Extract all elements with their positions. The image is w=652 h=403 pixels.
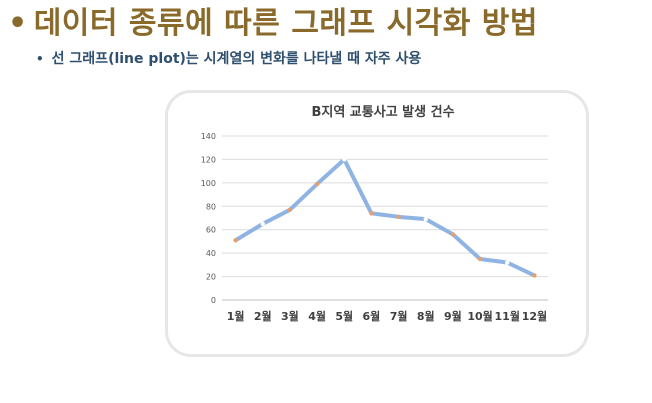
slide-subtitle: • 선 그래프(line plot)는 시계열의 변화를 나타낼 때 자주 사용: [36, 48, 421, 70]
title-text: 데이터 종류에 따른 그래프 시각화 방법: [33, 6, 539, 41]
data-point: [505, 260, 510, 265]
line-chart-card: [165, 90, 589, 357]
y-tick-label: 60: [206, 226, 216, 235]
y-axis-ticks: 0 20 40 60 80 100 120 140: [201, 132, 216, 305]
data-point: [369, 211, 374, 216]
x-axis-ticks: 1월 2월 3월 4월 5월 6월 7월 8월 9월 10월 11월 12월: [227, 309, 547, 323]
data-point: [423, 216, 428, 222]
x-tick-label: 11월: [495, 309, 520, 323]
y-tick-label: 80: [206, 202, 216, 211]
data-point: [233, 238, 238, 243]
data-point: [314, 181, 320, 187]
x-tick-label: 1월: [227, 309, 245, 323]
x-tick-label: 9월: [444, 309, 462, 323]
x-tick-label: 6월: [363, 309, 381, 323]
y-tick-label: 0: [211, 296, 216, 305]
y-tick-label: 40: [206, 249, 216, 258]
chart-gridlines: [222, 135, 548, 301]
x-tick-label: 7월: [390, 309, 408, 323]
x-tick-label: 3월: [281, 309, 299, 323]
slide-title: • 데이터 종류에 따른 그래프 시각화 방법: [8, 4, 538, 44]
x-tick-label: 8월: [417, 309, 435, 323]
data-point: [260, 221, 265, 227]
title-bullet: •: [8, 6, 28, 41]
y-tick-label: 100: [201, 179, 216, 188]
chart-plot-area: [233, 157, 537, 278]
x-tick-label: 10월: [467, 309, 492, 323]
y-tick-label: 140: [201, 132, 216, 141]
x-tick-label: 5월: [335, 309, 353, 323]
data-point: [287, 207, 293, 212]
subtitle-bullet: •: [36, 52, 44, 66]
y-tick-label: 120: [201, 155, 216, 164]
data-point: [450, 232, 456, 237]
data-point: [477, 256, 483, 262]
chart-title: B지역 교통사고 발생 건수: [311, 104, 454, 120]
data-point: [532, 273, 537, 278]
subtitle-text: 선 그래프(line plot)는 시계열의 변화를 나타낼 때 자주 사용: [51, 51, 422, 67]
y-tick-label: 20: [206, 273, 216, 282]
x-tick-label: 12월: [522, 309, 547, 323]
x-tick-label: 4월: [308, 309, 326, 323]
series-line: [233, 157, 537, 278]
data-point: [396, 214, 401, 220]
data-point: [342, 157, 347, 162]
x-tick-label: 2월: [254, 309, 272, 323]
